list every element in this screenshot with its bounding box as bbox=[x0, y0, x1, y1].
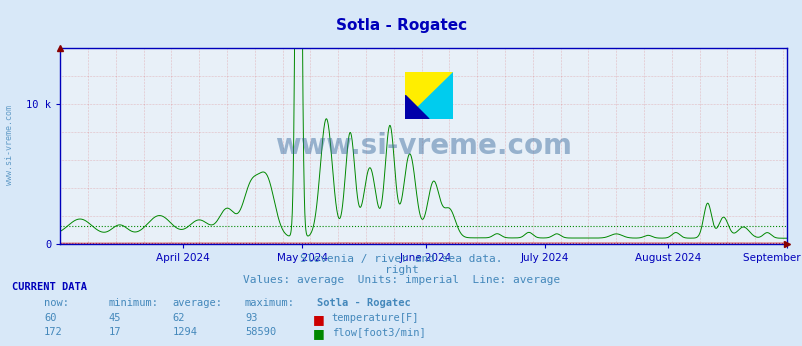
Text: Slovenia / river and sea data.: Slovenia / river and sea data. bbox=[300, 254, 502, 264]
Text: average:: average: bbox=[172, 298, 222, 308]
Text: www.si-vreme.com: www.si-vreme.com bbox=[5, 105, 14, 185]
Text: 172: 172 bbox=[44, 327, 63, 337]
Text: www.si-vreme.com: www.si-vreme.com bbox=[275, 132, 571, 160]
Text: 45: 45 bbox=[108, 313, 121, 323]
Text: 17: 17 bbox=[108, 327, 121, 337]
Text: 93: 93 bbox=[245, 313, 257, 323]
Text: temperature[F]: temperature[F] bbox=[331, 313, 419, 323]
Text: maximum:: maximum: bbox=[245, 298, 294, 308]
Text: minimum:: minimum: bbox=[108, 298, 158, 308]
Text: right: right bbox=[384, 265, 418, 275]
Text: 1294: 1294 bbox=[172, 327, 197, 337]
Text: ■: ■ bbox=[313, 313, 325, 326]
Polygon shape bbox=[405, 72, 452, 119]
Polygon shape bbox=[405, 95, 428, 119]
Polygon shape bbox=[405, 72, 452, 119]
Text: CURRENT DATA: CURRENT DATA bbox=[12, 282, 87, 292]
Text: Sotla - Rogatec: Sotla - Rogatec bbox=[335, 18, 467, 34]
Text: 60: 60 bbox=[44, 313, 57, 323]
Text: now:: now: bbox=[44, 298, 69, 308]
Text: ■: ■ bbox=[313, 327, 325, 340]
Text: Sotla - Rogatec: Sotla - Rogatec bbox=[317, 298, 411, 308]
Text: flow[foot3/min]: flow[foot3/min] bbox=[331, 327, 425, 337]
Text: Values: average  Units: imperial  Line: average: Values: average Units: imperial Line: av… bbox=[242, 275, 560, 285]
Text: 62: 62 bbox=[172, 313, 185, 323]
Text: 58590: 58590 bbox=[245, 327, 276, 337]
